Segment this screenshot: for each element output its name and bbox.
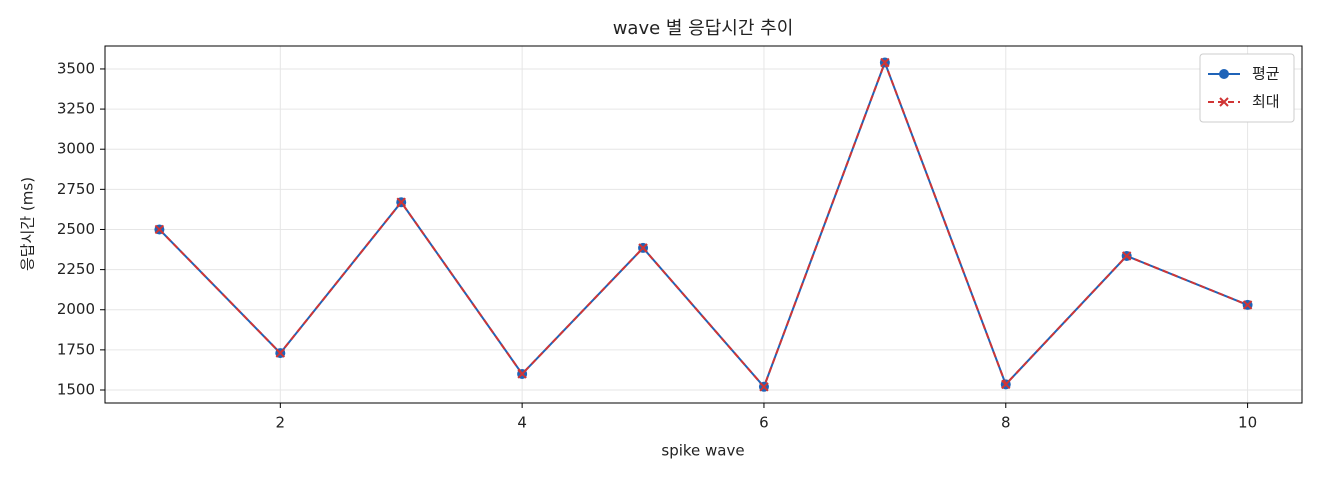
- plot-frame: [104, 45, 1303, 404]
- legend-label: 최대: [1252, 93, 1280, 111]
- point: [1001, 379, 1011, 390]
- y-tick-label: 2250: [57, 260, 95, 278]
- x-tick-label: 2: [276, 414, 286, 432]
- point: [1121, 251, 1132, 261]
- x-tick-label: 4: [517, 414, 527, 432]
- series-line: [158, 59, 1248, 389]
- x-tick-label: 10: [1238, 414, 1257, 432]
- x-tick-label: 8: [1001, 414, 1011, 432]
- point: [880, 57, 890, 68]
- point: [517, 369, 527, 379]
- y-tick-label: 1750: [57, 340, 95, 358]
- legend-label: 평균: [1252, 65, 1280, 83]
- y-tick-label: 3250: [57, 100, 95, 118]
- y-tick-label: 1500: [57, 380, 95, 398]
- chart-title: wave 별 응답시간 추이: [613, 18, 794, 39]
- legend-marker: [1219, 69, 1229, 79]
- y-tick-label: 3000: [57, 140, 95, 158]
- y-tick-label: 3500: [57, 59, 95, 77]
- point: [638, 243, 648, 253]
- y-tick-label: 2000: [57, 300, 95, 318]
- y-tick-label: 2750: [57, 180, 95, 198]
- series-line: [158, 59, 1248, 389]
- x-tick-label: 6: [759, 414, 769, 432]
- legend-box: [1199, 53, 1295, 123]
- point: [396, 197, 406, 207]
- point: [1242, 300, 1253, 310]
- point: [759, 382, 769, 392]
- point: [275, 348, 286, 358]
- point: [154, 224, 165, 235]
- legend-marker: [1219, 97, 1229, 107]
- y-axis-label: 응답시간 (ms): [19, 177, 37, 271]
- y-tick-label: 2500: [57, 220, 95, 238]
- x-axis-label: spike wave: [661, 442, 744, 460]
